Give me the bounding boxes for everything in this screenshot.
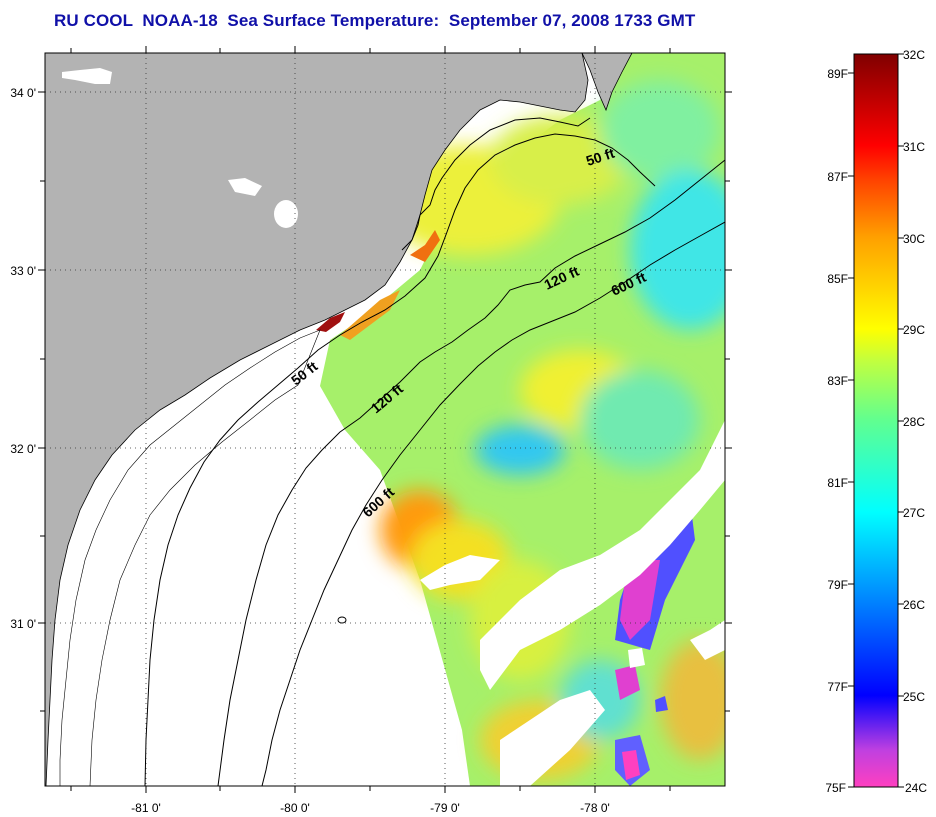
land-mass (45, 53, 633, 786)
lon-labels: -81 0' -80 0' -79 0' -78 0' (131, 801, 610, 815)
axis-ticks (38, 46, 732, 793)
cb-f-81: 81F (827, 476, 848, 490)
temperature-colorbar: 89F 87F 85F 83F 81F 79F 77F 75F 32C 31C … (825, 48, 927, 795)
cloud-cover (420, 420, 725, 786)
cb-c-31: 31C (903, 140, 925, 154)
lon-label-80: -80 0' (280, 801, 310, 815)
colorbar-gradient (853, 53, 899, 788)
lat-labels: 34 0' 33 0' 32 0' 31 0' (10, 86, 36, 631)
cb-c-29: 29C (903, 323, 925, 337)
cb-c-25: 25C (903, 690, 925, 704)
lat-label-34: 34 0' (10, 86, 36, 100)
colorbar-fahrenheit-labels: 89F 87F 85F 83F 81F 79F 77F 75F (825, 67, 848, 795)
map-frame (44, 52, 726, 787)
lat-label-33: 33 0' (10, 264, 36, 278)
colorbar-celsius-labels: 32C 31C 30C 29C 28C 27C 26C 25C 24C (903, 48, 927, 795)
cb-c-28: 28C (903, 415, 925, 429)
lon-label-79: -79 0' (430, 801, 460, 815)
lat-label-32: 32 0' (10, 442, 36, 456)
cb-f-77: 77F (827, 680, 848, 694)
cb-c-27: 27C (903, 506, 925, 520)
cb-f-75: 75F (825, 781, 846, 795)
map-title: RU COOL NOAA-18 Sea Surface Temperature:… (54, 11, 696, 30)
cb-f-83: 83F (827, 374, 848, 388)
map-plot: 50 ft 50 ft 120 ft 120 ft 600 ft 600 ft (45, 53, 725, 786)
contour-120ft (217, 159, 725, 786)
cb-c-30: 30C (903, 232, 925, 246)
cb-f-89: 89F (827, 67, 848, 81)
lon-label-81: -81 0' (131, 801, 161, 815)
depth-contours (144, 133, 725, 786)
contour-50ft (144, 133, 656, 786)
cb-c-32: 32C (903, 48, 925, 62)
cb-c-24: 24C (905, 781, 927, 795)
lat-label-31: 31 0' (10, 617, 36, 631)
inland-water (62, 68, 298, 228)
cb-c-26: 26C (903, 598, 925, 612)
lon-label-78: -78 0' (580, 801, 610, 815)
contour-600ft (261, 221, 725, 786)
cb-f-79: 79F (827, 578, 848, 592)
cb-f-87: 87F (827, 170, 848, 184)
cb-f-85: 85F (827, 272, 848, 286)
